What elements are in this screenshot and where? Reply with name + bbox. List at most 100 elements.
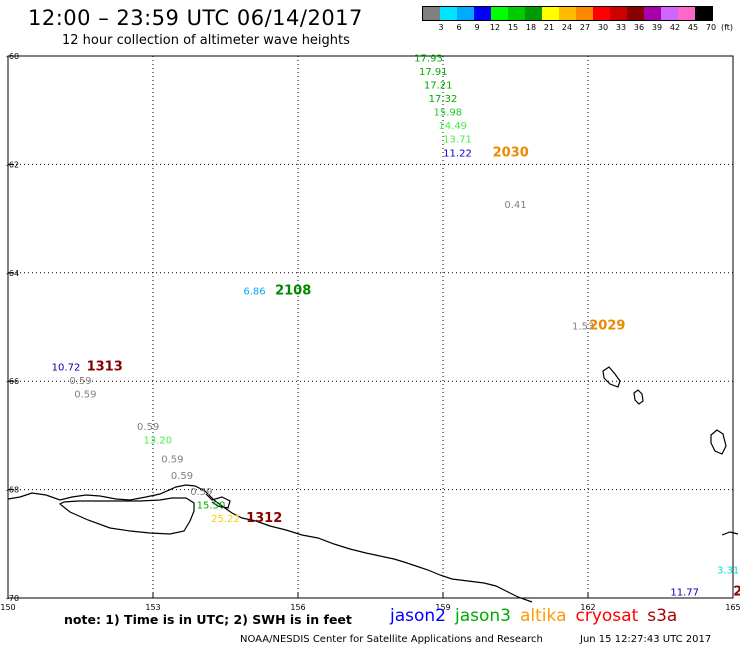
legend-label: 30	[597, 23, 609, 32]
swh-value: 0.59	[74, 389, 96, 400]
swh-value: 0.59	[190, 487, 212, 498]
page-title: 12:00 – 23:59 UTC 06/14/2017	[28, 6, 363, 30]
swh-value: 6.86	[243, 286, 265, 297]
legend-label: 6	[456, 23, 462, 32]
antarctic-coastline	[7, 484, 533, 603]
page-subtitle: 12 hour collection of altimeter wave hei…	[62, 33, 350, 48]
legend-label: 70	[705, 23, 717, 32]
mission-legend: jason2 jason3 altika cryosat s3a	[390, 606, 686, 626]
legend-label: 12	[489, 23, 501, 32]
swh-value: 11.22	[443, 148, 472, 159]
pass-time-label: 2	[733, 584, 740, 599]
swh-value: 17.91	[419, 67, 448, 78]
swh-value: 15.50	[197, 501, 226, 512]
legend-swatch	[491, 7, 508, 20]
footer-note: note: 1) Time is in UTC; 2) SWH is in fe…	[64, 612, 352, 627]
swh-value: 25.22	[211, 514, 240, 525]
longitude-label: 153	[145, 603, 160, 612]
mission-name: jason3	[455, 606, 511, 626]
legend-label: 15	[507, 23, 519, 32]
swh-value: 17.93	[414, 53, 443, 64]
mission-name: jason2	[390, 606, 446, 626]
latitude-label: -62	[6, 160, 19, 169]
legend-swatch	[661, 7, 678, 20]
legend-label: 39	[651, 23, 663, 32]
legend-label: 45	[687, 23, 699, 32]
legend-swatch	[440, 7, 457, 20]
swh-value: 13.71	[443, 135, 472, 146]
map-frame	[7, 55, 734, 599]
latitude-label: -64	[6, 269, 19, 278]
pass-time-label: 2108	[275, 283, 311, 298]
legend-unit: (ft)	[720, 23, 734, 32]
legend-swatch	[542, 7, 559, 20]
legend-label: 27	[579, 23, 591, 32]
legend-swatch	[559, 7, 576, 20]
swh-value: 11.77	[670, 587, 699, 598]
legend-swatch	[593, 7, 610, 20]
legend-swatch	[627, 7, 644, 20]
legend-label: 21	[543, 23, 555, 32]
coast-east-fragment	[721, 531, 739, 536]
latitude-label: -68	[6, 486, 19, 495]
swh-value: 0.59	[161, 455, 183, 466]
pass-time-label: 1313	[87, 359, 123, 374]
mission-name: s3a	[647, 606, 678, 626]
legend-swatch	[576, 7, 593, 20]
legend-swatch	[457, 7, 474, 20]
longitude-label: 150	[0, 603, 15, 612]
latitude-label: -60	[6, 52, 19, 61]
swh-value: 3.31	[717, 566, 739, 577]
legend-label: 3	[438, 23, 444, 32]
coastline	[7, 366, 739, 603]
coastal-inlet	[58, 497, 195, 535]
legend-label: 9	[474, 23, 480, 32]
swh-value: 13.20	[144, 436, 173, 447]
legend-swatch	[610, 7, 627, 20]
legend-color-bar	[422, 6, 713, 21]
legend-label: 42	[669, 23, 681, 32]
longitude-label: 156	[290, 603, 305, 612]
legend-swatch	[678, 7, 695, 20]
color-legend: 3 6 9 12 15 18 21 24 27 30 33 36 39 42 45 70 (ft)	[422, 6, 733, 33]
legend-label: 33	[615, 23, 627, 32]
swh-value: 15.98	[434, 108, 463, 119]
island-2	[633, 389, 644, 405]
pass-time-label: 2030	[493, 145, 529, 160]
swh-value: 0.41	[504, 200, 526, 211]
island-3	[710, 429, 727, 455]
swh-value: 17.32	[429, 94, 458, 105]
swh-value: 10.72	[52, 362, 81, 373]
legend-label: 24	[561, 23, 573, 32]
pass-time-label: 2029	[589, 319, 625, 334]
latitude-label: -70	[6, 594, 19, 603]
coastal-inlet-east	[205, 493, 231, 509]
swh-value: 0.59	[137, 422, 159, 433]
legend-swatch	[508, 7, 525, 20]
swh-value: 1.53	[572, 322, 594, 333]
wave-height-readings: 17.93 17.91 17.21 17.32 15.98 14.49 13.71 11.22…	[52, 53, 740, 599]
swh-value: 0.59	[69, 376, 91, 387]
mission-name: altika	[520, 606, 567, 626]
mission-name: cryosat	[575, 606, 639, 626]
swh-value: 17.21	[424, 81, 453, 92]
pass-time-label: 1312	[246, 511, 282, 526]
legend-label: 36	[633, 23, 645, 32]
legend-swatch	[423, 7, 440, 20]
legend-swatch	[474, 7, 491, 20]
credit-line: NOAA/NESDIS Center for Satellite Applica…	[240, 634, 543, 645]
swh-value: 0.59	[171, 471, 193, 482]
legend-swatch	[695, 7, 712, 20]
longitude-label: 162	[580, 603, 595, 612]
generated-timestamp: Jun 15 12:27:43 UTC 2017	[580, 634, 712, 645]
longitude-label: 165	[725, 603, 740, 612]
legend-swatch	[525, 7, 542, 20]
longitude-label: 159	[435, 603, 450, 612]
legend-labels: 3 6 9 12 15 18 21 24 27 30 33 36 39 42 45 70 (ft)	[422, 21, 733, 33]
legend-label: 18	[525, 23, 537, 32]
swh-value: 14.49	[438, 121, 467, 132]
island-1	[602, 366, 621, 388]
